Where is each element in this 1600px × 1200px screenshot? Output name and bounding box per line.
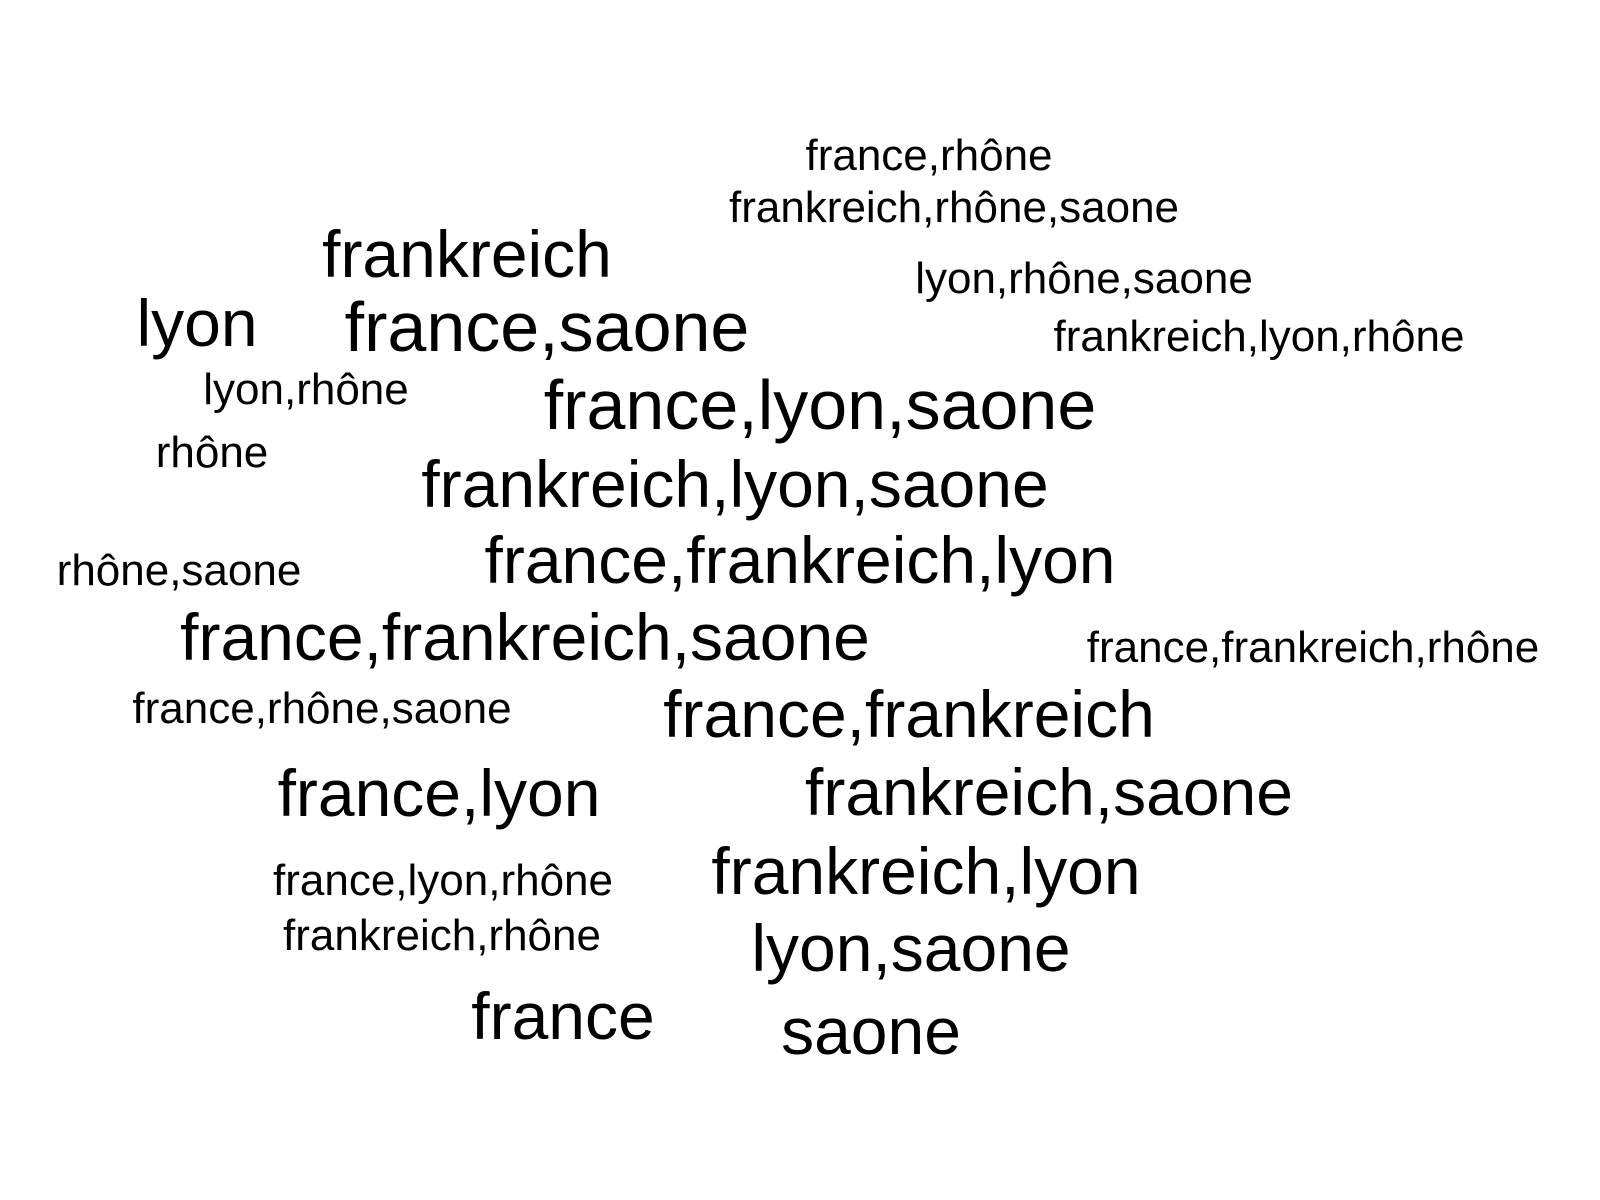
word-cloud-term: lyon,rhône,saone	[915, 254, 1253, 303]
word-cloud-term: france,lyon,rhône	[273, 856, 613, 905]
word-cloud-term: france,frankreich,lyon	[484, 523, 1116, 597]
word-cloud-term: saone	[781, 994, 961, 1068]
word-cloud-term: frankreich	[322, 217, 612, 291]
word-cloud-term: rhône	[155, 428, 269, 477]
word-cloud-term: lyon,saone	[751, 911, 1071, 985]
word-cloud-term: france,saone	[344, 288, 750, 366]
word-cloud-term: frankreich,rhône,saone	[728, 183, 1180, 232]
word-cloud-term: rhône,saone	[56, 546, 302, 595]
word-cloud-term: france	[471, 979, 655, 1053]
word-cloud-term: frankreich,rhône	[283, 911, 601, 960]
word-cloud-term: frankreich,lyon,saone	[421, 447, 1049, 521]
word-cloud-term: lyon	[136, 286, 258, 360]
word-cloud-term: frankreich,saone	[805, 755, 1293, 829]
word-cloud-term: frankreich,lyon	[711, 834, 1141, 908]
word-cloud-term: france,lyon	[277, 756, 601, 830]
word-cloud-term: france,rhône	[805, 131, 1053, 180]
word-cloud-term: france,frankreich,rhône	[1086, 623, 1540, 672]
word-cloud-term: france,rhône,saone	[132, 684, 512, 733]
word-cloud-term: france,frankreich	[663, 677, 1155, 751]
word-cloud-term: lyon,rhône	[203, 365, 409, 414]
word-cloud-term: france,frankreich,saone	[180, 600, 870, 674]
word-cloud-term: frankreich,lyon,rhône	[1053, 312, 1465, 361]
word-cloud-term: france,lyon,saone	[543, 366, 1097, 444]
